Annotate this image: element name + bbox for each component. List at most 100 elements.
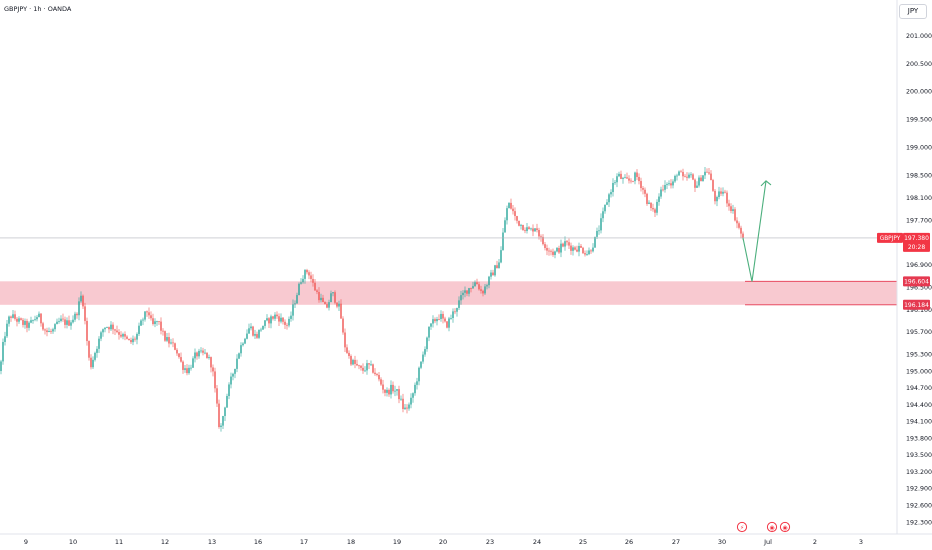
candle-body bbox=[94, 352, 96, 360]
candle bbox=[106, 326, 108, 329]
candle-body bbox=[508, 202, 510, 209]
candle bbox=[252, 325, 254, 337]
candle bbox=[504, 217, 506, 233]
candle bbox=[648, 200, 650, 205]
candle-body bbox=[380, 379, 382, 385]
candle bbox=[536, 223, 538, 233]
candle bbox=[50, 328, 52, 335]
candle-body bbox=[146, 311, 148, 313]
candle-body bbox=[496, 265, 498, 269]
candle-body bbox=[416, 381, 418, 385]
candle bbox=[322, 294, 324, 303]
candle bbox=[126, 335, 128, 340]
candle-body bbox=[212, 367, 214, 372]
candle bbox=[702, 175, 704, 182]
candle bbox=[310, 271, 312, 283]
candle-body bbox=[428, 326, 430, 338]
y-tick-label: 196.500 bbox=[906, 284, 932, 291]
candle-body bbox=[256, 334, 258, 338]
y-tick-label: 200.000 bbox=[906, 89, 932, 96]
candle-body bbox=[480, 289, 482, 291]
candle bbox=[114, 328, 116, 335]
candle bbox=[432, 315, 434, 328]
candle-body bbox=[346, 347, 348, 353]
candle-body bbox=[298, 283, 300, 296]
candle-body bbox=[570, 245, 572, 251]
candle-body bbox=[614, 182, 616, 184]
candle bbox=[234, 368, 236, 379]
candle-body bbox=[710, 173, 712, 181]
candle-body bbox=[674, 175, 676, 182]
candle bbox=[280, 313, 282, 324]
candle bbox=[470, 287, 472, 293]
candle bbox=[450, 314, 452, 320]
candle bbox=[694, 178, 696, 193]
candle bbox=[232, 372, 234, 381]
candle bbox=[260, 327, 262, 332]
candle bbox=[262, 325, 264, 330]
candle-body bbox=[148, 312, 150, 316]
candle-body bbox=[196, 352, 198, 357]
candle-body bbox=[2, 341, 4, 362]
event-marker-icon[interactable]: ◉ bbox=[766, 521, 778, 533]
candle-body bbox=[456, 307, 458, 312]
candle-body bbox=[322, 297, 324, 303]
candle-body bbox=[566, 241, 568, 243]
candle bbox=[430, 323, 432, 330]
candle bbox=[564, 236, 566, 251]
candle bbox=[212, 364, 214, 377]
candle-body bbox=[376, 374, 378, 375]
candle bbox=[132, 335, 134, 346]
candle-body bbox=[568, 242, 570, 246]
candle-body bbox=[260, 329, 262, 331]
candle-body bbox=[70, 322, 72, 326]
event-marker-icon[interactable]: ◉ bbox=[779, 521, 791, 533]
candle bbox=[516, 215, 518, 224]
candle bbox=[522, 224, 524, 231]
candle bbox=[120, 331, 122, 339]
candle-body bbox=[284, 321, 286, 325]
candle-body bbox=[490, 272, 492, 277]
candle bbox=[488, 275, 490, 289]
event-lightning-icon[interactable]: ⚡ bbox=[736, 521, 748, 533]
candle bbox=[170, 338, 172, 345]
candle-body bbox=[406, 407, 408, 409]
candle bbox=[500, 246, 502, 264]
candle-body bbox=[266, 318, 268, 321]
candle bbox=[354, 355, 356, 369]
candle-body bbox=[4, 336, 6, 342]
candle-body bbox=[722, 191, 724, 194]
candle bbox=[552, 248, 554, 257]
candle bbox=[570, 242, 572, 255]
candle-body bbox=[700, 177, 702, 182]
candle-body bbox=[474, 282, 476, 287]
candle-body bbox=[142, 319, 144, 321]
candle-body bbox=[728, 203, 730, 207]
candle bbox=[396, 389, 398, 396]
candle-body bbox=[690, 174, 692, 176]
candle bbox=[244, 337, 246, 345]
candle-body bbox=[592, 247, 594, 252]
candle-body bbox=[472, 286, 474, 289]
candle bbox=[58, 317, 60, 324]
candle bbox=[724, 189, 726, 194]
candle-body bbox=[42, 323, 44, 330]
candle-body bbox=[124, 334, 126, 337]
candle bbox=[598, 225, 600, 235]
candle-body bbox=[130, 340, 132, 343]
candle-body bbox=[308, 272, 310, 276]
event-marker-glyph: ◉ bbox=[769, 524, 774, 531]
candle bbox=[346, 344, 348, 354]
candle-body bbox=[610, 192, 612, 195]
candle-body bbox=[562, 243, 564, 247]
candle-body bbox=[552, 251, 554, 255]
zone-top-label: 196.604 bbox=[904, 279, 929, 286]
candle bbox=[684, 174, 686, 178]
candle-body bbox=[584, 253, 586, 255]
candle-body bbox=[362, 367, 364, 371]
candle bbox=[256, 331, 258, 339]
candle bbox=[158, 321, 160, 325]
currency-button[interactable]: JPY bbox=[899, 4, 927, 19]
candle bbox=[632, 180, 634, 183]
